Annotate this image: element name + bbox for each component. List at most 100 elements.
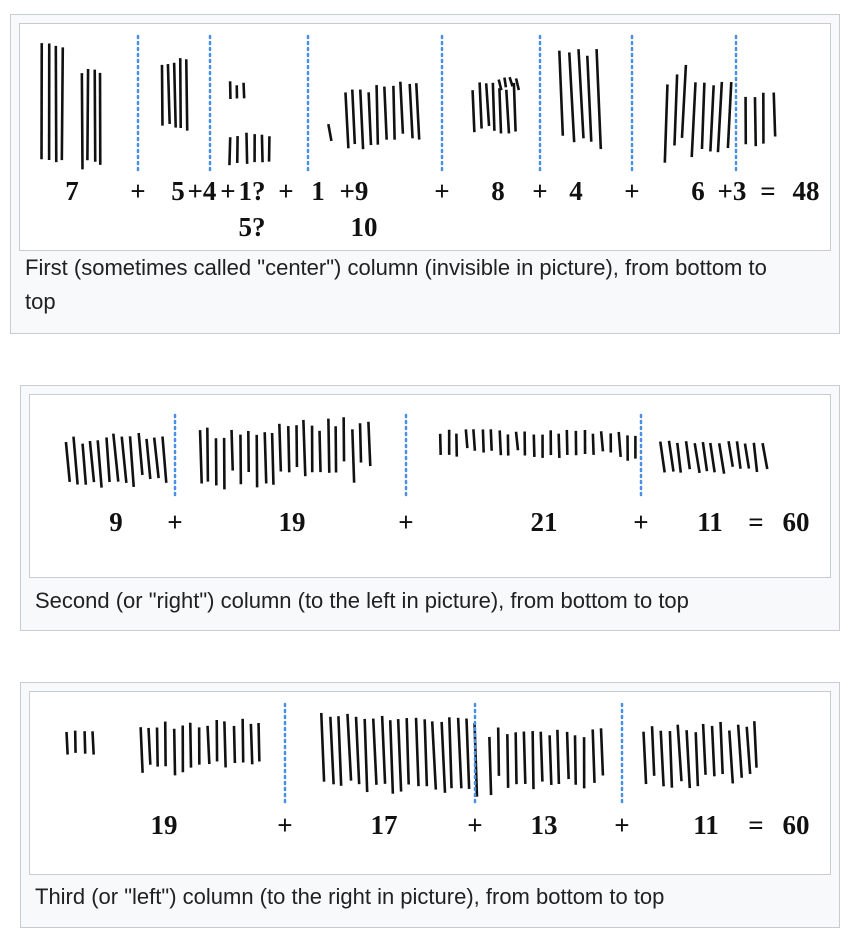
- tally-mark: [514, 78, 521, 91]
- tally-mark: [548, 735, 553, 785]
- tally-mark: [522, 731, 527, 784]
- tally-mark: [396, 719, 403, 792]
- tally-count-label: 8: [491, 176, 505, 206]
- tally-count-label: +9: [340, 176, 369, 206]
- tally-count-label: +: [398, 507, 413, 537]
- tally-mark: [650, 726, 656, 776]
- tally-mark: [556, 729, 561, 785]
- tally-mark: [484, 83, 491, 127]
- tally-mark: [456, 717, 463, 789]
- tally-mark: [270, 432, 275, 485]
- tally-mark: [743, 443, 751, 469]
- tally-count-label: 5: [171, 176, 185, 206]
- tally-mark: [512, 82, 517, 132]
- tally-mark: [667, 440, 675, 472]
- tally-mark: [91, 731, 95, 755]
- tally-count-label: +: [278, 176, 293, 206]
- tally-mark: [354, 716, 361, 785]
- tally-mark: [531, 731, 535, 790]
- tally-mark: [188, 722, 193, 768]
- tally-mark: [514, 431, 520, 451]
- tally-mark: [80, 73, 84, 170]
- tally-mark: [465, 718, 471, 789]
- tally-count-label: =: [748, 810, 763, 840]
- tally-mark: [405, 718, 410, 785]
- tally-mark: [498, 430, 503, 456]
- tally-mark: [346, 713, 353, 781]
- tally-mark: [481, 429, 485, 453]
- tally-mark: [245, 132, 249, 164]
- tally-mark: [577, 49, 585, 139]
- tally-mark: [86, 69, 90, 161]
- tally-count-label: 6: [691, 176, 705, 206]
- tally-mark: [591, 433, 595, 455]
- tally-mark: [408, 83, 414, 139]
- tally-mark: [392, 85, 396, 140]
- tally-mark: [319, 712, 326, 782]
- tally-mark: [599, 431, 605, 452]
- tally-mark: [302, 419, 307, 477]
- tally-mark: [617, 431, 622, 458]
- tally-mark: [371, 718, 378, 785]
- tally-count-label: +: [467, 810, 482, 840]
- tally-mark: [709, 85, 715, 152]
- tally-count-label: +4: [188, 176, 217, 206]
- tally-count-label: +: [220, 176, 235, 206]
- tally-mark: [690, 82, 697, 158]
- tally-mark: [414, 83, 421, 140]
- tally-mark: [344, 92, 350, 149]
- tally-mark: [440, 721, 447, 793]
- tally-mark: [363, 718, 369, 793]
- tally-mark: [585, 55, 593, 142]
- tally-mark: [752, 442, 759, 473]
- tally-mark: [242, 82, 246, 99]
- tally-mark: [172, 62, 177, 128]
- tally-mark: [659, 730, 665, 787]
- tally-mark: [668, 730, 674, 788]
- tally-mark: [701, 723, 707, 775]
- tally-count-label: 7: [65, 176, 79, 206]
- tally-mark: [719, 721, 724, 775]
- figure-1-caption: First (sometimes called "center") column…: [25, 255, 767, 314]
- tally-mark: [139, 727, 144, 773]
- tally-count-label: +: [633, 507, 648, 537]
- tally-mark: [726, 81, 733, 149]
- tally-mark: [565, 731, 570, 780]
- tally-mark: [228, 137, 232, 166]
- tally-count-label: +3: [718, 176, 747, 206]
- tally-mark: [567, 52, 576, 143]
- tally-mark: [498, 88, 503, 134]
- tally-count-label: 11: [697, 507, 723, 537]
- figure-2-caption: Second (or "right") column (to the left …: [35, 588, 689, 613]
- tally-count-label: 1?: [239, 176, 266, 206]
- tally-mark: [728, 730, 735, 784]
- tally-count-label: 4: [569, 176, 583, 206]
- tally-mark: [693, 443, 701, 474]
- tally-mark: [447, 717, 453, 789]
- figure-1-image: 7 +5 +4 +1? +1 +9 +8 +4 +6 +3 = 48 5? 10: [19, 23, 831, 251]
- tally-mark: [206, 725, 211, 765]
- tally-count-label: +: [614, 810, 629, 840]
- tally-mark: [161, 436, 168, 483]
- tally-mark: [676, 724, 683, 782]
- tally-mark: [65, 731, 69, 755]
- figure-3-tally-drawing: 19 +17 +13 +11 = 60: [65, 702, 810, 840]
- tally-count-label: +: [624, 176, 639, 206]
- tally-mark: [337, 716, 343, 786]
- tally-mark: [717, 443, 726, 474]
- figure-3: 19 +17 +13 +11 = 60 Third (or "left") column …: [20, 682, 840, 928]
- tally-mark: [710, 725, 716, 777]
- tally-mark: [557, 433, 561, 458]
- tally-count-label: 1: [311, 176, 325, 206]
- tally-mark: [489, 429, 493, 451]
- tally-mark: [96, 440, 103, 488]
- tally-mark: [241, 718, 245, 763]
- tally-mark: [155, 727, 159, 767]
- tally-mark: [573, 735, 578, 785]
- tally-count-label: 60: [783, 507, 810, 537]
- tally-count-label: +: [532, 176, 547, 206]
- tally-mark: [514, 732, 518, 785]
- tally-mark: [263, 432, 268, 484]
- tally-mark: [772, 92, 777, 137]
- tally-mark: [491, 82, 496, 131]
